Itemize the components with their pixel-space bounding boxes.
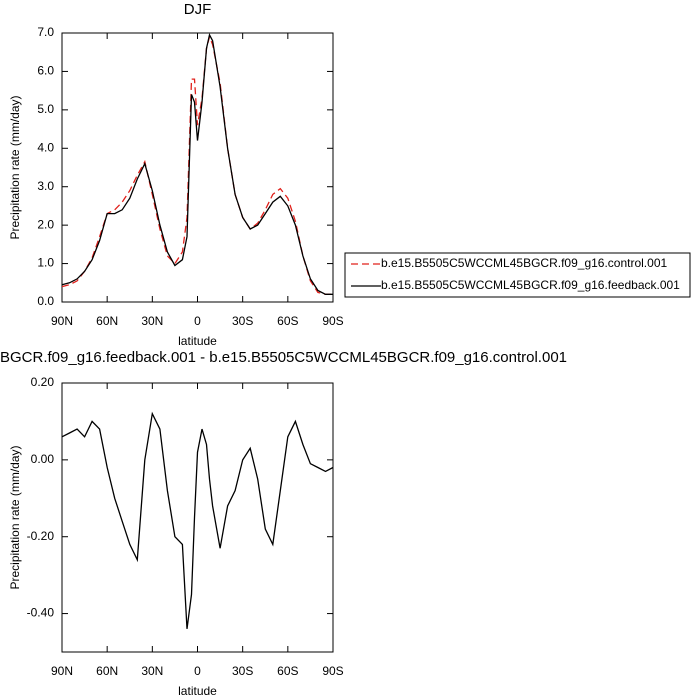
- x-tick-label: 90N: [51, 314, 73, 328]
- y-tick-label: -0.40: [27, 606, 55, 620]
- y-tick-label: 3.0: [37, 179, 54, 193]
- x-tick-label: 90S: [322, 314, 343, 328]
- legend-box: [344, 252, 691, 298]
- y-tick-label: 5.0: [37, 102, 54, 116]
- y-tick-label: -0.20: [27, 529, 55, 543]
- x-tick-label: 30S: [232, 314, 253, 328]
- series-line: [61, 33, 333, 295]
- y-tick-label: 0.0: [37, 294, 54, 308]
- chart-title: DJF: [184, 1, 212, 18]
- y-tick-label: 2.0: [37, 217, 54, 231]
- x-tick-label: 0: [194, 664, 201, 678]
- x-tick-label: 30N: [141, 314, 163, 328]
- x-tick-label: 30S: [232, 664, 253, 678]
- y-tick-label: 0.20: [31, 375, 55, 389]
- y-tick-label: 4.0: [37, 140, 54, 154]
- y-axis-label: Precipitation rate (mm/day): [8, 95, 22, 239]
- x-tick-label: 90S: [322, 664, 343, 678]
- series-line: [61, 34, 333, 295]
- y-tick-label: 0.00: [31, 452, 55, 466]
- x-tick-label: 90N: [51, 664, 73, 678]
- y-tick-label: 7.0: [37, 25, 54, 39]
- series-line: [61, 411, 334, 629]
- y-tick-label: 6.0: [37, 64, 54, 78]
- y-tick-label: 1.0: [37, 256, 54, 270]
- x-tick-label: 60S: [277, 314, 298, 328]
- x-axis-label: latitude: [178, 684, 217, 698]
- x-tick-label: 0: [194, 314, 201, 328]
- y-axis-label: Precipitation rate (mm/day): [8, 445, 22, 589]
- x-tick-label: 60N: [96, 314, 118, 328]
- x-tick-label: 60S: [277, 664, 298, 678]
- chart-title: BGCR.f09_g16.feedback.001 - b.e15.B5505C…: [0, 349, 567, 366]
- plot-frame: [61, 32, 334, 303]
- x-axis-label: latitude: [178, 334, 217, 348]
- x-tick-label: 30N: [141, 664, 163, 678]
- x-tick-label: 60N: [96, 664, 118, 678]
- legend-label: b.e15.B5505C5WCCML45BGCR.f09_g16.control…: [381, 256, 667, 270]
- plot-frame: [61, 382, 334, 653]
- legend-label: b.e15.B5505C5WCCML45BGCR.f09_g16.feedbac…: [381, 278, 680, 292]
